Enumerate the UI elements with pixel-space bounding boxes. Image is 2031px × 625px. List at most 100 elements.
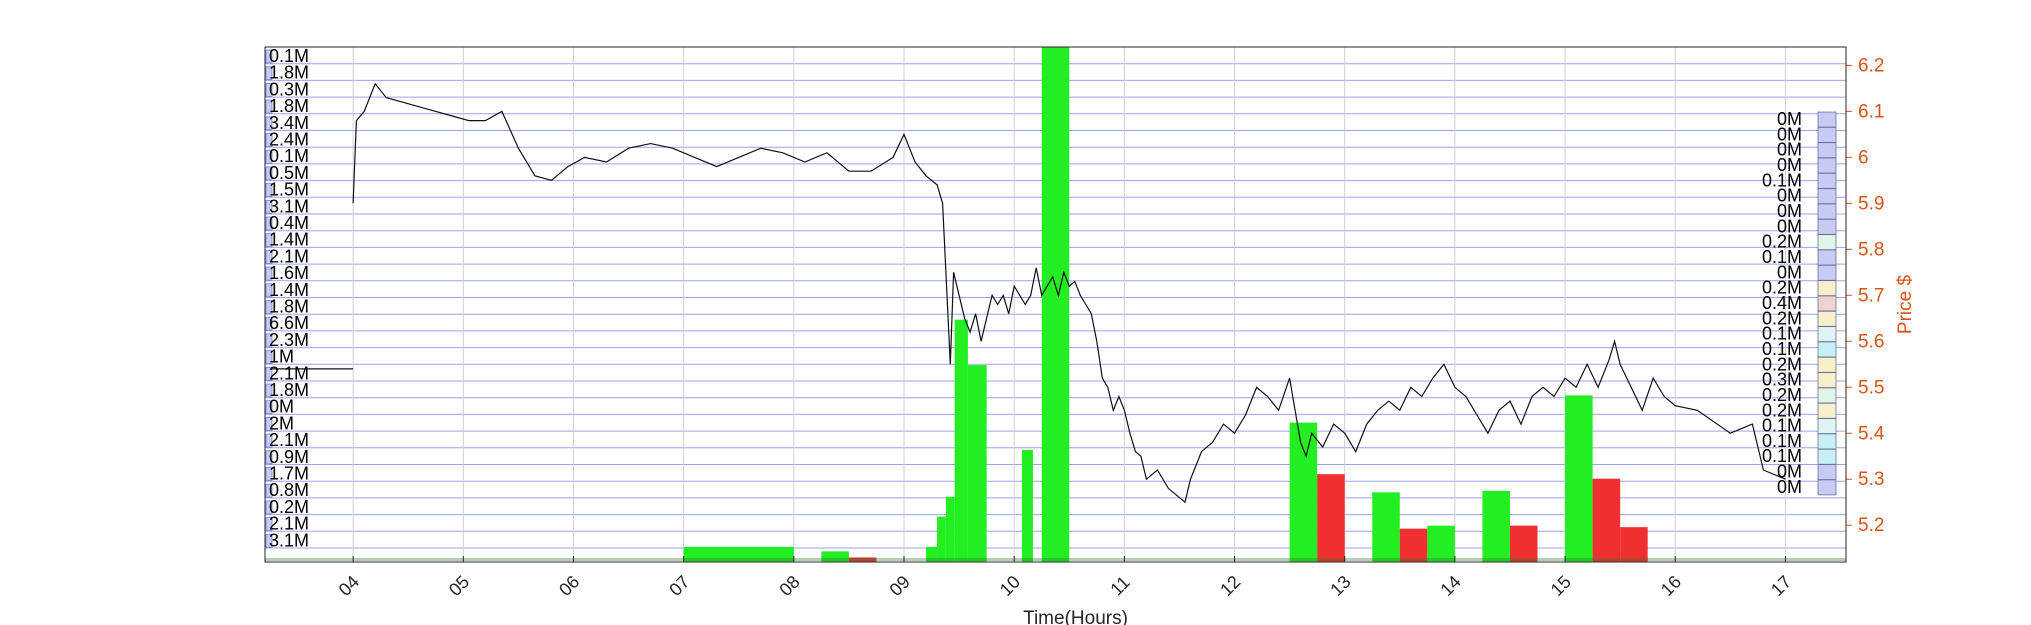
left-volume-label: 0.3M <box>269 79 309 99</box>
volume-bar <box>1041 47 1070 562</box>
right-profile-bar <box>1817 418 1837 434</box>
left-volume-label: 2.1M <box>269 246 309 266</box>
left-volume-label: 2.1M <box>269 430 309 450</box>
left-volume-label: 1.4M <box>269 280 309 300</box>
right-profile-bar <box>1817 111 1837 128</box>
left-profile-bar <box>265 133 273 147</box>
left-profile-bar <box>265 500 273 515</box>
right-profile-bar <box>1817 341 1837 358</box>
left-profile-bar <box>265 116 273 131</box>
left-volume-label: 1M <box>269 347 294 367</box>
left-profile-bar <box>265 350 273 365</box>
right-profile-bar <box>1817 356 1837 373</box>
x-tick-label: 16 <box>1657 572 1685 600</box>
left-profile-bar <box>265 316 273 331</box>
right-profile-bar <box>1817 218 1837 235</box>
left-volume-label: 1.5M <box>269 180 309 200</box>
right-volume-label: 0.1M <box>1762 446 1802 466</box>
left-profile-bar <box>265 166 273 181</box>
volume-bar <box>1289 422 1318 562</box>
volume-bar <box>954 319 968 562</box>
left-profile-bar <box>265 49 273 64</box>
left-profile-bar <box>265 400 273 415</box>
x-tick-label: 11 <box>1106 572 1133 599</box>
right-volume-label: 0M <box>1777 477 1802 497</box>
right-profile-bar <box>1817 464 1837 480</box>
right-volume-label: 0M <box>1777 109 1802 129</box>
left-profile-bar <box>265 266 273 281</box>
left-profile-bar <box>265 433 273 448</box>
right-volume-label: 0.2M <box>1762 232 1802 252</box>
left-volume-label: 6.6M <box>269 313 309 333</box>
right-volume-label: 0.1M <box>1762 416 1802 436</box>
x-tick-label: 10 <box>996 572 1024 600</box>
right-volume-label: 0M <box>1777 155 1802 175</box>
x-tick-label: 15 <box>1547 572 1575 600</box>
volume-bar <box>1482 490 1510 562</box>
volume-bar <box>937 516 946 562</box>
left-volume-label: 2.3M <box>269 330 309 350</box>
volume-bar <box>1399 528 1428 562</box>
price-tick-label: 5.8 <box>1858 239 1884 260</box>
left-profile-bar <box>265 483 273 498</box>
right-volume-label: 0.2M <box>1762 385 1802 405</box>
x-axis-label: Time(Hours) <box>1023 608 1128 625</box>
volume-bar <box>1372 492 1400 562</box>
left-volume-label: 3.1M <box>269 196 309 216</box>
price-tick-label: 5.5 <box>1858 377 1884 398</box>
left-volume-label: 2M <box>269 413 294 433</box>
volume-bar <box>1317 474 1345 562</box>
x-tick-label: 07 <box>665 572 693 600</box>
volume-bar <box>1565 395 1593 562</box>
right-profile-bar <box>1817 249 1837 266</box>
x-tick-label: 04 <box>335 572 363 600</box>
right-volume-label: 0.1M <box>1762 170 1802 190</box>
left-profile-bar <box>265 216 273 231</box>
price-axis-label: Price $ <box>1895 275 1916 335</box>
left-volume-label: 0M <box>269 397 294 417</box>
price-axis: 5.2 5.3 5.4 5.5 5.6 5.7 5.8 5.9 6 6.1 6.2 <box>1845 47 1885 562</box>
volume-bar <box>848 557 877 562</box>
volume-bar <box>1592 478 1621 562</box>
right-volume-label: 0.1M <box>1762 324 1802 344</box>
left-profile-bar <box>265 416 273 431</box>
volume-bar <box>926 546 938 562</box>
price-tick-label: 5.3 <box>1858 469 1884 490</box>
x-axis: 04 05 06 07 08 09 10 11 12 13 14 15 16 17 <box>335 556 1795 600</box>
right-profile-bar <box>1817 203 1837 220</box>
volume-bar <box>821 551 849 562</box>
right-volume-label: 0M <box>1777 216 1802 236</box>
right-volume-label: 0.2M <box>1762 400 1802 420</box>
right-profile-bar <box>1817 126 1837 143</box>
left-volume-label: 0.5M <box>269 163 309 183</box>
right-profile-bar <box>1817 310 1837 327</box>
left-volume-label: 2.1M <box>269 514 309 534</box>
right-volume-label: 0.1M <box>1762 247 1802 267</box>
left-profile-bar <box>265 199 273 214</box>
left-profile-bar <box>265 99 273 114</box>
right-volume-label: 0.2M <box>1762 278 1802 298</box>
x-tick-label: 09 <box>886 572 914 600</box>
right-profile-bar <box>1817 372 1837 389</box>
left-profile-bar <box>265 533 273 548</box>
right-volume-label: 0M <box>1777 201 1802 221</box>
x-tick-label: 12 <box>1216 572 1244 600</box>
right-profile-bar <box>1817 387 1837 404</box>
left-volume-label: 2.4M <box>269 130 309 150</box>
left-volume-label: 0.4M <box>269 213 309 233</box>
price-tick-label: 5.2 <box>1858 515 1884 536</box>
volume-bar <box>1427 525 1455 562</box>
x-tick-label: 17 <box>1767 572 1795 600</box>
left-profile-bar <box>265 83 273 97</box>
left-volume-label: 3.1M <box>269 530 309 550</box>
right-volume-label: 0.2M <box>1762 308 1802 328</box>
left-volume-label: 0.8M <box>269 480 309 500</box>
left-profile-bar <box>265 149 273 164</box>
x-tick-label: 13 <box>1326 572 1354 600</box>
left-volume-label: 3.4M <box>269 113 309 133</box>
volume-bar <box>1021 449 1033 562</box>
right-volume-label: 0.4M <box>1762 293 1802 313</box>
volume-bar <box>1620 527 1648 562</box>
right-volume-label: 0.3M <box>1762 370 1802 390</box>
left-volume-label: 1.6M <box>269 263 309 283</box>
